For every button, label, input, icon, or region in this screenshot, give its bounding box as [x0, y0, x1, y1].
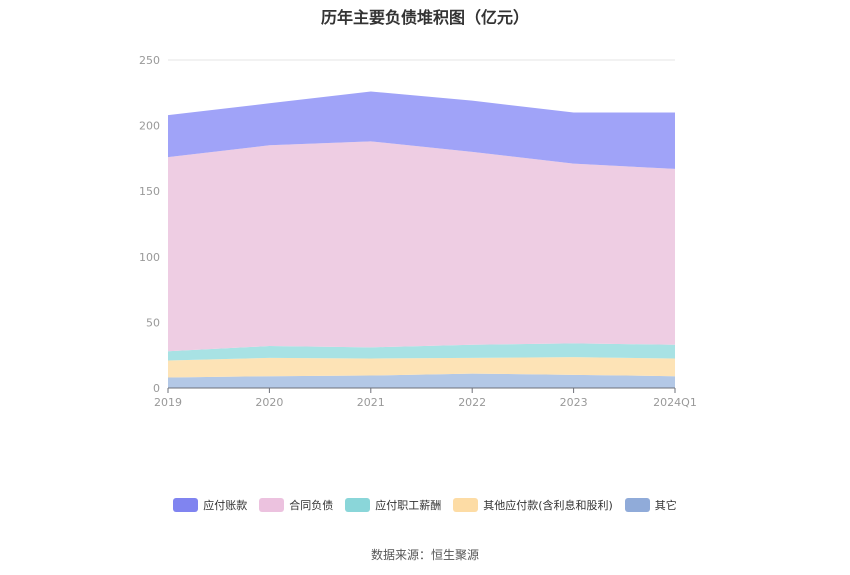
y-tick-label: 200	[139, 120, 160, 133]
legend-item[interactable]: 应付职工薪酬	[345, 497, 441, 513]
x-tick-label: 2020	[255, 396, 283, 409]
legend-label: 应付职工薪酬	[375, 499, 442, 512]
area-series-0	[168, 373, 675, 388]
legend-item[interactable]: 其他应付款(含利息和股利)	[453, 497, 613, 513]
x-axis: 2019 2020 2021 2022 2023 2024Q1	[154, 387, 697, 409]
legend-item[interactable]: 应付账款	[173, 497, 247, 513]
chart-title: 历年主要负债堆积图（亿元）	[320, 8, 529, 27]
legend-label: 其他应付款(含利息和股利)	[483, 499, 613, 512]
legend-swatch	[259, 498, 285, 512]
y-tick-label: 250	[139, 54, 160, 67]
legend-swatch	[453, 498, 479, 512]
area-series-1	[168, 357, 675, 378]
area-series-4	[168, 91, 675, 169]
legend-swatch	[624, 498, 650, 512]
area-chart: 0 50 100 150 200 250 2019 2020 2021 2022 2023 2024…	[139, 54, 697, 409]
legend-label: 其它	[654, 499, 677, 512]
legend: 应付账款 合同负债 应付职工薪酬 其他应付款(含利息和股利) 其它	[0, 497, 850, 513]
legend-item[interactable]: 合同负债	[259, 497, 333, 513]
area-series	[168, 91, 675, 388]
y-tick-label: 50	[146, 316, 160, 329]
x-tick-label: 2024Q1	[653, 396, 697, 409]
area-series-3	[168, 141, 675, 352]
y-tick-label: 150	[139, 185, 160, 198]
legend-swatch	[345, 498, 371, 512]
x-tick-label: 2023	[560, 396, 588, 409]
area-series-2	[168, 343, 675, 361]
legend-swatch	[173, 498, 199, 512]
legend-label: 合同负债	[289, 499, 334, 512]
y-axis-ticks: 0 50 100 150 200 250	[139, 54, 160, 395]
x-tick-label: 2019	[154, 396, 182, 409]
x-tick-label: 2021	[357, 396, 385, 409]
x-tick-label: 2022	[458, 396, 486, 409]
legend-item[interactable]: 其它	[624, 497, 677, 513]
data-source: 数据来源：恒生聚源	[370, 548, 479, 562]
y-tick-label: 100	[139, 251, 160, 264]
y-tick-label: 0	[153, 382, 160, 395]
legend-label: 应付账款	[203, 499, 248, 512]
